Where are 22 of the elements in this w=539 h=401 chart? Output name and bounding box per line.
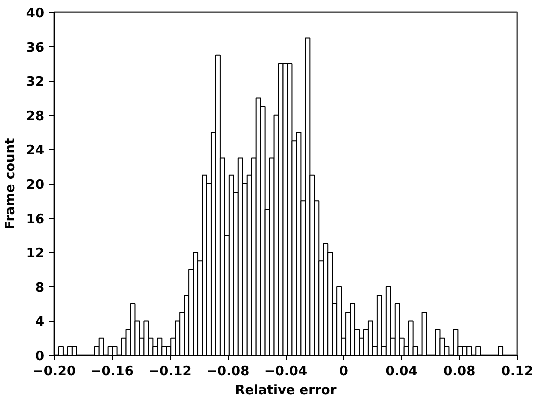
x-tick-label: −0.20 — [33, 364, 76, 380]
x-tick-label: 0.08 — [444, 364, 476, 380]
y-tick-label: 20 — [26, 178, 45, 193]
y-tick-label: 24 — [26, 144, 45, 159]
y-axis-title: Frame count — [3, 138, 18, 230]
y-tick-label: 8 — [35, 280, 44, 296]
y-tick-label: 12 — [26, 246, 45, 262]
x-tick-label: 0 — [339, 364, 348, 380]
x-tick-label: 0.12 — [501, 364, 534, 380]
y-tick-label: 0 — [35, 350, 44, 364]
y-tick-label: 28 — [26, 109, 45, 124]
x-tick-label: −0.08 — [206, 364, 250, 380]
x-tick-label: −0.04 — [264, 364, 308, 380]
y-tick-label: 16 — [26, 212, 45, 228]
x-tick-label: −0.12 — [148, 364, 192, 380]
y-tick-label: 4 — [35, 315, 44, 330]
x-tick-label: −0.16 — [90, 364, 134, 380]
y-tick-label: 36 — [26, 40, 45, 56]
y-tick-label: 32 — [26, 75, 45, 90]
x-tick-label: 0.04 — [386, 364, 418, 380]
y-tick-label: 40 — [26, 6, 45, 22]
x-axis-title: Relative error — [235, 384, 338, 398]
